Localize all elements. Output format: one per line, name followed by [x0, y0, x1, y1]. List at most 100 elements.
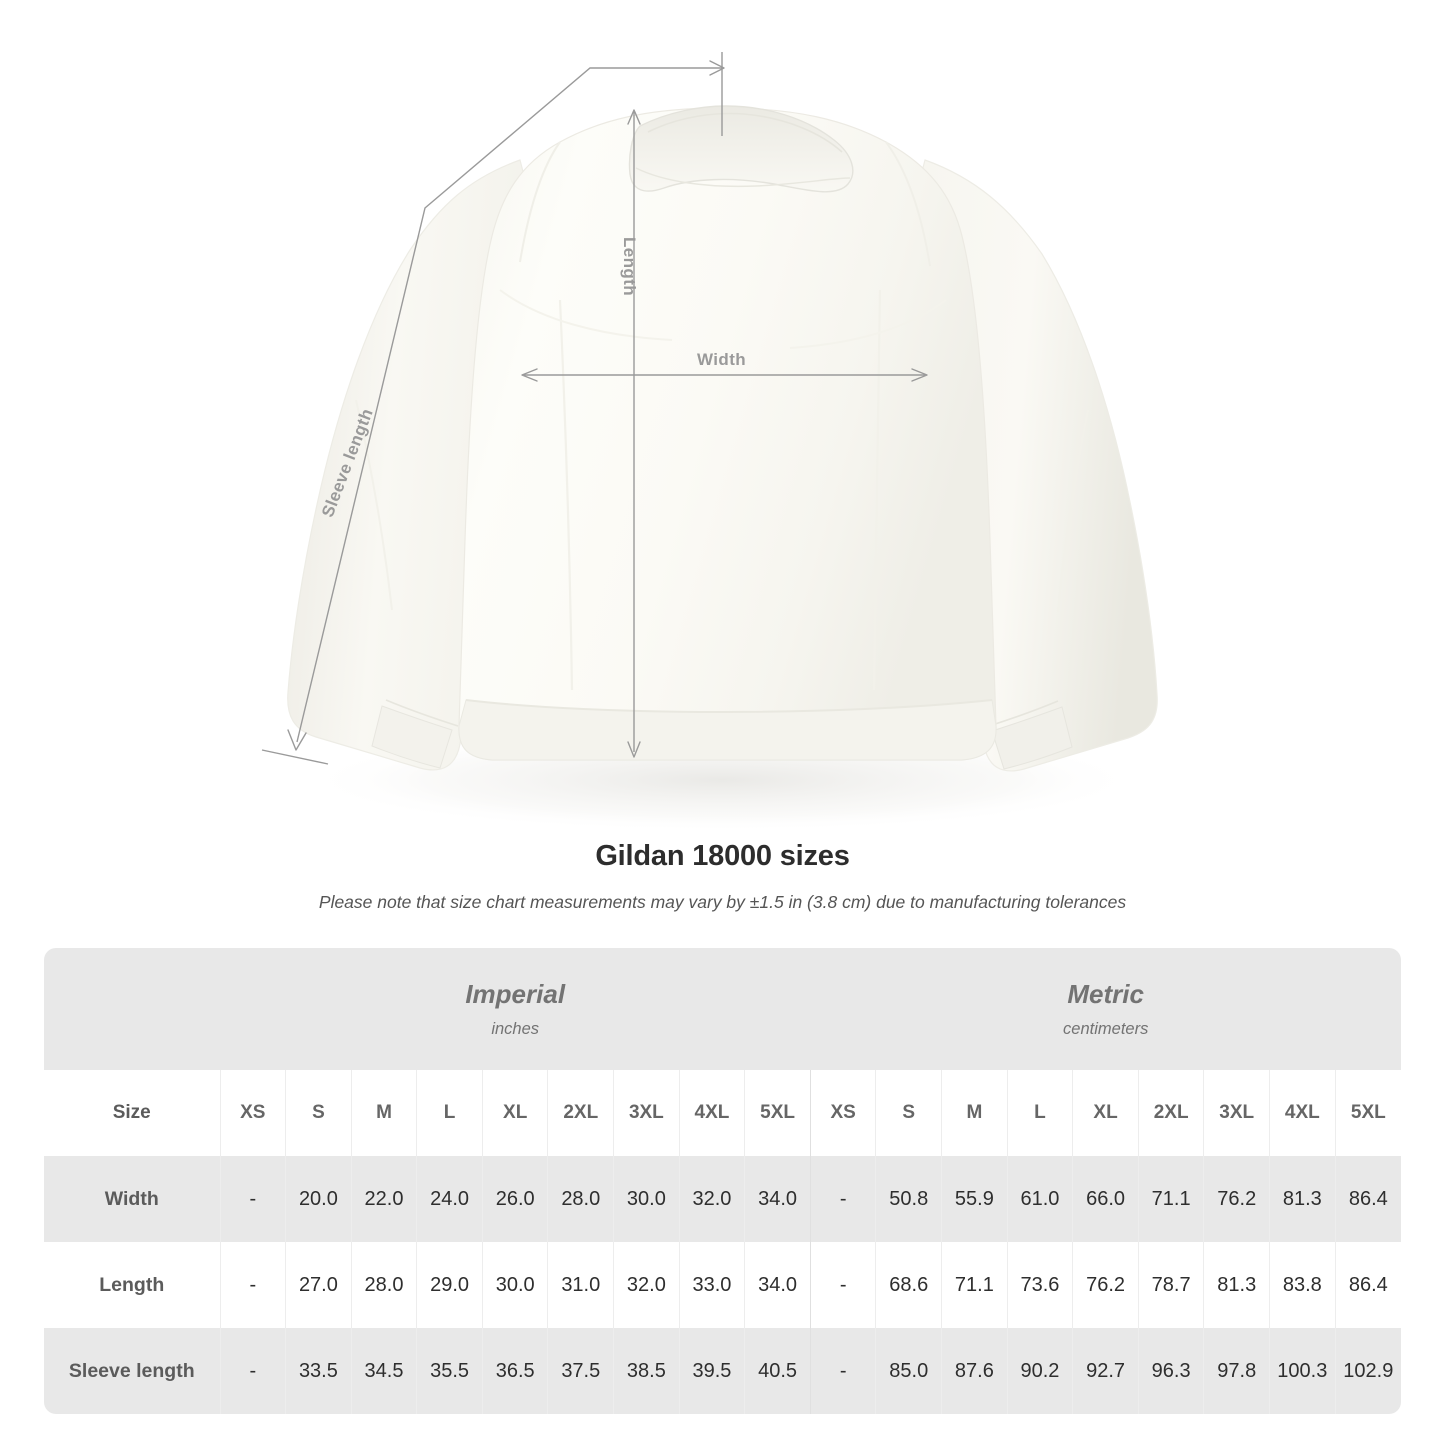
cell-metric: 61.0 [1006, 1156, 1073, 1242]
cell-imperial: 29.0 [416, 1242, 483, 1328]
cell-metric: 96.3 [1137, 1328, 1204, 1414]
length-label: Length [620, 237, 639, 297]
cell-imperial: 35.5 [416, 1328, 483, 1414]
unit-system-metric: Metric centimeters [810, 948, 1401, 1070]
cell-imperial: 34.0 [744, 1242, 811, 1328]
cell-metric: 81.3 [1269, 1156, 1336, 1242]
size-row-header-label: Size [44, 1070, 221, 1156]
size-header-imperial-5xl: 5XL [744, 1070, 811, 1156]
length-dimension-line [627, 109, 641, 758]
unit-system-name: Imperial [465, 979, 566, 1010]
cell-metric: 87.6 [941, 1328, 1008, 1414]
cell-metric: 83.8 [1269, 1242, 1336, 1328]
cell-metric: 50.8 [875, 1156, 942, 1242]
cell-metric: 68.6 [875, 1242, 942, 1328]
measure-label-sleeve-length: Sleeve length [44, 1328, 221, 1414]
garment-diagram: Length Width Sleeve length [261, 52, 1158, 830]
cell-imperial: 34.0 [744, 1156, 811, 1242]
size-header-metric-s: S [875, 1070, 942, 1156]
table-row: Length -27.0 28.0 29.0 30.0 31.0 32.0 33.0 34.0-… [44, 1242, 1401, 1328]
right-cuff [991, 706, 1073, 770]
cell-metric: 76.2 [1072, 1242, 1139, 1328]
size-header-imperial-xl: XL [481, 1070, 548, 1156]
cell-imperial: - [219, 1328, 286, 1414]
size-chart-table-wrapper: Imperial inches Metric centimeters Size XS S M L… [44, 948, 1401, 1414]
cell-imperial: 33.5 [285, 1328, 352, 1414]
size-header-metric-l: L [1006, 1070, 1073, 1156]
size-header-metric-xs: XS [809, 1070, 876, 1156]
cell-imperial: 32.0 [678, 1156, 745, 1242]
size-header-imperial-3xl: 3XL [613, 1070, 680, 1156]
size-header-metric-5xl: 5XL [1334, 1070, 1401, 1156]
width-label: Width [697, 350, 747, 369]
measure-label-length: Length [44, 1242, 221, 1328]
size-header-metric-2xl: 2XL [1137, 1070, 1204, 1156]
cell-imperial: 22.0 [350, 1156, 417, 1242]
cell-imperial: 27.0 [285, 1242, 352, 1328]
cell-metric: 85.0 [875, 1328, 942, 1414]
size-header-metric-xl: XL [1072, 1070, 1139, 1156]
cell-metric: 90.2 [1006, 1328, 1073, 1414]
cell-imperial: 37.5 [547, 1328, 614, 1414]
sweatshirt-illustration [261, 52, 1158, 830]
cell-imperial: 24.0 [416, 1156, 483, 1242]
cell-imperial: - [219, 1156, 286, 1242]
sleeve-length-dimension-line [261, 52, 725, 765]
cell-metric: 73.6 [1006, 1242, 1073, 1328]
size-header-imperial-4xl: 4XL [678, 1070, 745, 1156]
cell-metric: 102.9 [1334, 1328, 1401, 1414]
cell-imperial: 32.0 [613, 1242, 680, 1328]
size-header-metric-3xl: 3XL [1203, 1070, 1270, 1156]
unit-system-header-row: Imperial inches Metric centimeters [44, 948, 1401, 1070]
size-header-imperial-s: S [285, 1070, 352, 1156]
title-block: Gildan 18000 sizes Please note that size… [0, 838, 1445, 914]
cell-metric: 78.7 [1137, 1242, 1204, 1328]
cell-imperial: 31.0 [547, 1242, 614, 1328]
cell-imperial: 39.5 [678, 1328, 745, 1414]
cell-imperial: 30.0 [481, 1242, 548, 1328]
cell-metric: 86.4 [1334, 1156, 1401, 1242]
cell-metric: - [809, 1156, 876, 1242]
cell-imperial: 26.0 [481, 1156, 548, 1242]
cell-imperial: - [219, 1242, 286, 1328]
cell-imperial: 34.5 [350, 1328, 417, 1414]
unit-measure-name: centimeters [1063, 1019, 1149, 1038]
cell-metric: - [809, 1242, 876, 1328]
tolerance-note: Please note that size chart measurements… [318, 892, 1127, 913]
cell-imperial: 20.0 [285, 1156, 352, 1242]
cell-metric: 92.7 [1072, 1328, 1139, 1414]
left-cuff [371, 705, 453, 769]
cell-imperial: 30.0 [613, 1156, 680, 1242]
measure-label-width: Width [44, 1156, 221, 1242]
cell-imperial: 28.0 [547, 1156, 614, 1242]
cell-metric: 86.4 [1334, 1242, 1401, 1328]
cell-metric: 71.1 [1137, 1156, 1204, 1242]
table-row: Width -20.0 22.0 24.0 26.0 28.0 30.0 32.0 34.0-5… [44, 1156, 1401, 1242]
unit-system-name: Metric [1067, 979, 1144, 1010]
page-title: Gildan 18000 sizes [595, 840, 850, 872]
cell-metric: 71.1 [941, 1242, 1008, 1328]
size-header-imperial-xs: XS [219, 1070, 286, 1156]
cell-imperial: 36.5 [481, 1328, 548, 1414]
unit-system-imperial: Imperial inches [220, 948, 811, 1070]
cell-metric: 97.8 [1203, 1328, 1270, 1414]
cell-imperial: 28.0 [350, 1242, 417, 1328]
size-header-imperial-l: L [416, 1070, 483, 1156]
size-header-metric-m: M [941, 1070, 1008, 1156]
cell-metric: 100.3 [1269, 1328, 1336, 1414]
sweatshirt-body [458, 107, 997, 761]
table-row: Sleeve length -33.5 34.5 35.5 36.5 37.5 38.5 39… [44, 1328, 1401, 1414]
cell-imperial: 38.5 [613, 1328, 680, 1414]
cell-metric: 81.3 [1203, 1242, 1270, 1328]
size-header-row: Size XS S M L XL 2XL 3XL 4XL 5XL XS S M L XL 2XL 3XL 4XL 5… [44, 1070, 1401, 1156]
cell-imperial: 33.0 [678, 1242, 745, 1328]
cell-metric: 66.0 [1072, 1156, 1139, 1242]
size-header-imperial-m: M [350, 1070, 417, 1156]
unit-header-spacer [44, 948, 221, 1070]
cell-metric: 76.2 [1203, 1156, 1270, 1242]
unit-measure-name: inches [491, 1019, 540, 1038]
size-header-imperial-2xl: 2XL [547, 1070, 614, 1156]
size-header-metric-4xl: 4XL [1269, 1070, 1336, 1156]
size-chart-table: Imperial inches Metric centimeters Size XS S M L… [44, 948, 1401, 1414]
width-dimension-line [521, 368, 928, 382]
